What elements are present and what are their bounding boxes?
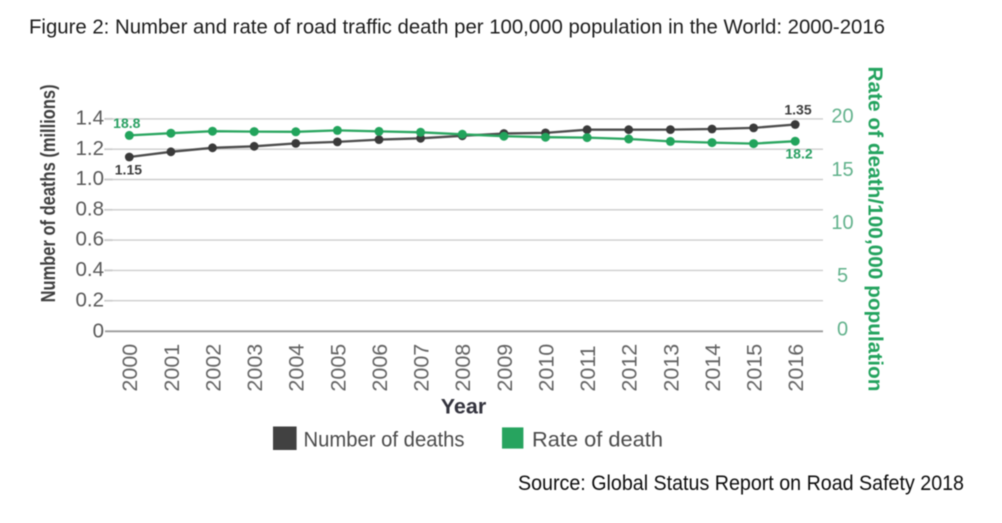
svg-text:2013: 2013: [659, 344, 683, 392]
svg-text:0.2: 0.2: [76, 288, 105, 311]
svg-text:Rate of death/100,000 populati: Rate of death/100,000 population: [864, 67, 886, 392]
svg-text:1.4: 1.4: [76, 107, 105, 130]
svg-text:20: 20: [831, 106, 853, 128]
svg-text:2008: 2008: [451, 344, 475, 392]
svg-text:1.15: 1.15: [115, 162, 142, 178]
svg-text:Rate of death: Rate of death: [532, 428, 663, 452]
svg-text:2002: 2002: [201, 344, 225, 392]
svg-text:2006: 2006: [368, 344, 392, 392]
svg-text:0.4: 0.4: [76, 258, 105, 281]
svg-text:15: 15: [831, 159, 853, 181]
svg-text:Year: Year: [441, 395, 487, 419]
svg-text:Number of deaths: Number of deaths: [304, 428, 465, 452]
svg-text:18.8: 18.8: [113, 115, 140, 131]
svg-text:2010: 2010: [534, 344, 558, 392]
svg-text:Source: Global Status Report o: Source: Global Status Report on Road Saf…: [518, 472, 964, 495]
svg-text:0.8: 0.8: [76, 197, 105, 220]
svg-text:0: 0: [93, 319, 104, 342]
svg-text:2007: 2007: [410, 344, 434, 392]
svg-text:1.0: 1.0: [76, 167, 105, 190]
svg-text:0: 0: [837, 318, 848, 340]
svg-text:0.6: 0.6: [76, 228, 105, 251]
svg-text:1.2: 1.2: [76, 137, 105, 160]
svg-text:2009: 2009: [493, 344, 517, 392]
svg-text:Figure 2: Number and rate of r: Figure 2: Number and rate of road traffi…: [29, 17, 885, 39]
svg-text:2016: 2016: [784, 344, 808, 392]
svg-text:2001: 2001: [160, 344, 184, 392]
svg-text:2011: 2011: [576, 345, 600, 391]
svg-text:Number of deaths (millions): Number of deaths (millions): [38, 84, 60, 302]
svg-text:2015: 2015: [743, 344, 767, 392]
svg-text:2014: 2014: [701, 344, 725, 392]
svg-text:2000: 2000: [118, 344, 142, 392]
svg-text:2012: 2012: [618, 344, 642, 392]
svg-text:10: 10: [831, 212, 853, 234]
svg-text:1.35: 1.35: [784, 102, 811, 118]
svg-text:2003: 2003: [243, 344, 267, 392]
svg-text:5: 5: [837, 265, 848, 287]
svg-text:18.2: 18.2: [785, 146, 812, 162]
svg-text:2005: 2005: [326, 344, 350, 392]
svg-text:2004: 2004: [285, 344, 309, 392]
